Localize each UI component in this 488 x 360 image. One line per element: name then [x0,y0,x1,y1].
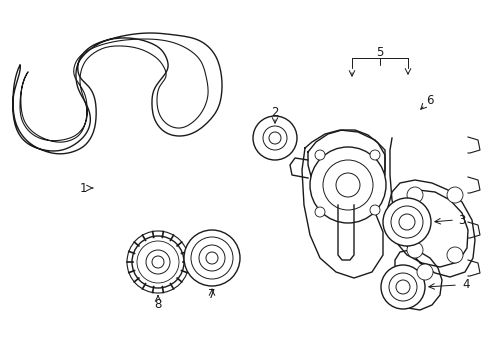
Circle shape [263,126,286,150]
Circle shape [137,241,179,283]
Circle shape [132,236,183,288]
Circle shape [390,206,422,238]
Circle shape [205,252,218,264]
Text: 8: 8 [154,298,162,311]
Circle shape [382,198,430,246]
Text: 5: 5 [376,45,383,59]
Circle shape [388,273,416,301]
Circle shape [252,116,296,160]
Circle shape [369,205,379,215]
Circle shape [314,150,325,160]
Circle shape [146,250,170,274]
Text: 6: 6 [426,94,433,107]
Circle shape [369,150,379,160]
Circle shape [395,280,409,294]
Circle shape [152,256,163,268]
Circle shape [446,187,462,203]
Circle shape [406,187,422,203]
Circle shape [314,207,325,217]
Text: 2: 2 [271,105,278,118]
Text: 3: 3 [457,213,465,226]
Text: 4: 4 [461,279,468,292]
Text: 7: 7 [208,288,215,302]
Circle shape [268,132,281,144]
Circle shape [191,237,232,279]
Circle shape [446,247,462,263]
Circle shape [183,230,240,286]
Circle shape [406,242,422,258]
Circle shape [416,264,432,280]
Circle shape [323,160,372,210]
Circle shape [398,214,414,230]
Circle shape [309,147,385,223]
Circle shape [380,265,424,309]
Circle shape [199,245,224,271]
Text: 1: 1 [80,181,87,194]
Circle shape [335,173,359,197]
